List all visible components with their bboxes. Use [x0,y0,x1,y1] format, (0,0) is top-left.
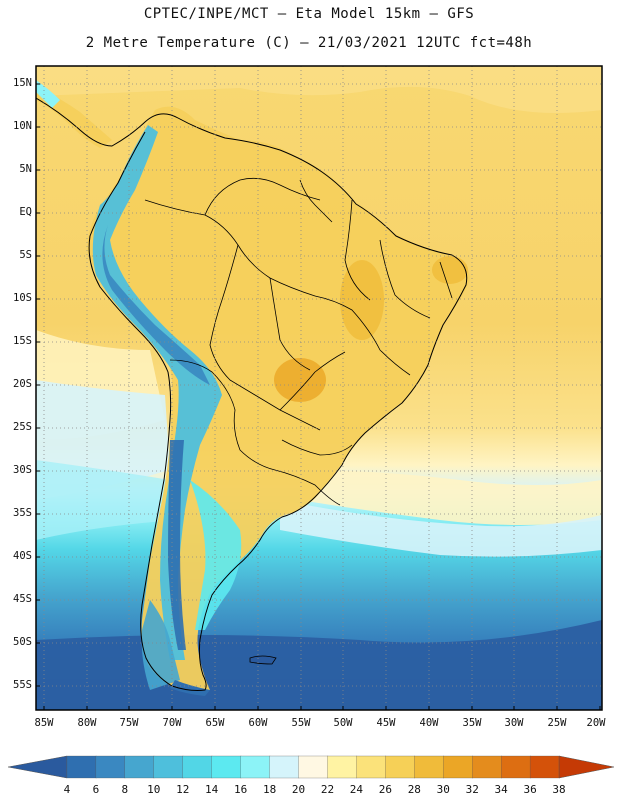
lat-label: 25S [13,421,32,433]
lon-label: 55W [291,717,311,729]
lon-label: 85W [34,717,54,729]
lat-lon-grid [36,66,602,710]
lon-label: 20W [586,717,606,729]
colorbar-label: 10 [147,783,161,796]
lon-label: 70W [162,717,182,729]
colorbar-label: 14 [205,783,219,796]
lon-label: 50W [333,717,353,729]
south-america-landmass [87,106,470,691]
colorbar-swatch [66,755,97,779]
colorbar-label: 16 [234,783,248,796]
lat-label: 20S [13,378,32,390]
colorbar-label: 20 [291,783,306,796]
lat-label: 30S [13,464,32,476]
colorbar-swatch [356,755,387,779]
colorbar-label: 22 [320,783,335,796]
lon-label: 80W [77,717,97,729]
lat-label: 35S [13,507,32,519]
lon-label: 35W [462,717,482,729]
colorbar-swatch [327,755,358,779]
colorbar-label: 18 [262,783,277,796]
lon-label: 25W [547,717,567,729]
lon-label: 75W [119,717,139,729]
lat-label: 5N [19,163,32,175]
colorbar-label: 38 [552,783,566,796]
colorbar-label: 32 [465,783,479,796]
lon-label: 45W [376,717,396,729]
axis-ticks [36,83,601,710]
colorbar-swatch [472,755,502,779]
map-title-line-2: 2 Metre Temperature (C) – 21/03/2021 12U… [85,35,533,51]
temperature-field [36,66,602,710]
colorbar-swatch [95,755,126,779]
colorbar-swatch [182,755,213,779]
colorbar-swatch [443,755,473,779]
colorbar-over-arrow [558,755,615,779]
colorbar-label: 34 [494,783,508,796]
colorbar-label: 26 [378,783,392,796]
lon-label: 30W [504,717,524,729]
colorbar-swatch [211,755,242,779]
lon-label: 60W [248,717,268,729]
colorbar-swatch [385,755,415,779]
colorbar-swatch [153,755,184,779]
colorbar-label: 6 [92,783,100,796]
andes-cold-band [92,125,222,660]
lat-label: 5S [19,249,32,261]
colorbar-swatch [240,755,271,779]
colorbar-swatch [501,755,531,779]
lon-label: 40W [419,717,439,729]
colorbar-swatch [124,755,155,779]
lat-label: 45S [13,593,32,605]
lat-label: 55S [13,679,32,691]
colorbar-label: 4 [63,783,71,796]
lat-label: 15S [13,335,32,347]
colorbar-under-arrow [7,755,68,779]
colorbar-label: 30 [436,783,450,796]
colorbar-label: 8 [121,783,129,796]
colorbar-label: 28 [407,783,421,796]
colorbar-swatch [414,755,444,779]
map-frame [35,65,603,711]
colorbar-swatch [298,755,329,779]
lat-label: 40S [13,550,32,562]
colorbar [7,755,615,779]
lat-label: 15N [13,77,32,89]
colorbar-label: 36 [523,783,537,796]
coastline [36,97,468,691]
colorbar-label: 24 [349,783,364,796]
lat-label: 10N [13,120,32,132]
lon-label: 65W [205,717,225,729]
country-borders [144,177,453,506]
lat-label: 10S [13,292,32,304]
colorbar-label: 12 [176,783,190,796]
map-title-line-1: CPTEC/INPE/MCT – Eta Model 15km – GFS [143,6,475,22]
lat-label: EQ [19,206,32,218]
colorbar-swatch [529,755,560,779]
colorbar-swatch [269,755,300,779]
lat-label: 50S [13,636,32,648]
